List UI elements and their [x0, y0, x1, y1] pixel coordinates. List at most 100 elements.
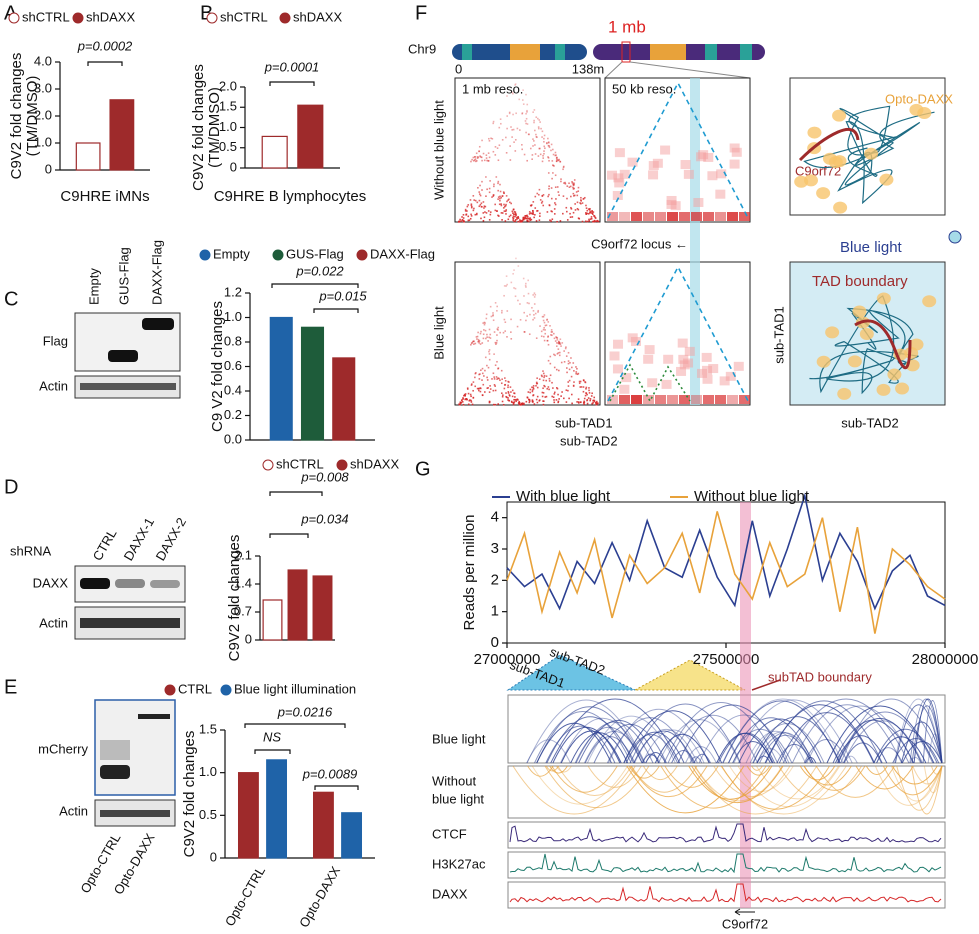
hic-dot [492, 314, 494, 316]
interaction-arc [693, 753, 711, 764]
hic-dot [462, 398, 464, 400]
hic-dot [486, 379, 489, 381]
hic-dot [541, 391, 544, 394]
hic-dot [577, 217, 580, 220]
hic-dot [499, 183, 501, 186]
hic-bin [696, 368, 707, 378]
hic-dot [518, 98, 521, 101]
interaction-arc [890, 765, 943, 802]
band [138, 714, 170, 719]
hic-dot [539, 121, 541, 123]
hic-dot [573, 183, 575, 186]
hic-dot [559, 343, 562, 346]
hic-dot [581, 202, 584, 204]
hic-dot [556, 220, 558, 223]
interaction-arc [751, 765, 763, 771]
hic-dot [490, 137, 492, 140]
highlight [740, 502, 751, 908]
hic-dot [505, 209, 508, 211]
hic-dot [533, 109, 536, 111]
hic-dot [538, 147, 541, 150]
hic-dot [543, 152, 545, 155]
y-tick-label: 0.5 [199, 807, 217, 822]
hic-dot [535, 133, 537, 136]
hic-dot [513, 141, 515, 143]
row-label: Actin [39, 615, 68, 630]
hic-bin [631, 212, 642, 221]
y-tick-label: 1.0 [199, 764, 217, 779]
hic-dot [471, 403, 474, 406]
hic-dot [525, 122, 527, 125]
legend-label: DAXX-Flag [370, 246, 435, 261]
hic-dot [533, 292, 536, 294]
hic-dot [498, 144, 501, 147]
hic-dot [517, 402, 520, 404]
hic-bin [619, 169, 630, 179]
hic-dot [536, 382, 539, 385]
hic-map [454, 77, 601, 223]
interaction-arc [630, 765, 708, 798]
hic-dot [493, 384, 496, 386]
hic-dot [503, 387, 506, 390]
legend-marker [164, 684, 176, 696]
row-label: Flag [43, 333, 68, 348]
hic-dot [541, 375, 543, 378]
hic-dot [529, 391, 531, 394]
interaction-arc [873, 729, 938, 764]
hic-dot [487, 387, 489, 389]
hic-dot [559, 160, 562, 163]
hic-dot [546, 319, 548, 321]
hic-dot [525, 93, 527, 96]
hic-dot [545, 375, 548, 377]
hic-dot [513, 392, 515, 394]
signal-track [509, 883, 942, 903]
subtad-label: sub-TAD2 [841, 415, 899, 430]
hic-dot [507, 384, 509, 387]
hic-dot [500, 204, 503, 207]
hic-dot [558, 341, 560, 343]
hic-dot [500, 212, 503, 214]
hic-dot [470, 203, 473, 206]
hic-dot [478, 387, 480, 390]
hic-dot [494, 341, 497, 344]
hic-dot [570, 208, 573, 210]
protein-blob [833, 201, 848, 214]
hic-dot [584, 381, 586, 383]
hic-dot [514, 138, 517, 141]
hic-dot [519, 219, 521, 221]
interaction-arc [559, 717, 645, 764]
hic-dot [493, 353, 495, 355]
hic-dot [553, 213, 556, 215]
chrom-label: Chr9 [408, 41, 436, 56]
hic-bin [684, 346, 695, 356]
hic-dot [570, 206, 572, 209]
hic-bin [693, 197, 704, 207]
hic-dot [593, 215, 596, 217]
hic-dot [566, 367, 568, 369]
hic-dot [480, 202, 483, 205]
hic-dot [532, 211, 534, 214]
hic-dot [567, 362, 570, 365]
hic-dot [559, 220, 562, 222]
annotation: p=0.0001 [264, 59, 320, 74]
y-tick-label: 0.5 [219, 139, 237, 154]
hic-dot [525, 282, 527, 285]
hic-dot [569, 185, 572, 188]
hic-dot [470, 206, 473, 209]
hic-bin [630, 336, 641, 346]
hic-dot [491, 137, 494, 140]
hic-dot [511, 129, 513, 131]
hic-dot [470, 213, 472, 216]
hic-bin [679, 395, 690, 404]
hic-bin [612, 190, 623, 200]
hic-dot [472, 159, 475, 162]
hic-dot [472, 389, 474, 392]
hic-dot [556, 186, 559, 188]
hic-dot [556, 387, 558, 389]
hic-bin [647, 378, 658, 388]
hic-dot [513, 269, 515, 271]
hic-dot [492, 122, 495, 125]
hic-dot [487, 160, 490, 162]
hic-dot [565, 401, 568, 403]
hic-dot [573, 182, 575, 185]
